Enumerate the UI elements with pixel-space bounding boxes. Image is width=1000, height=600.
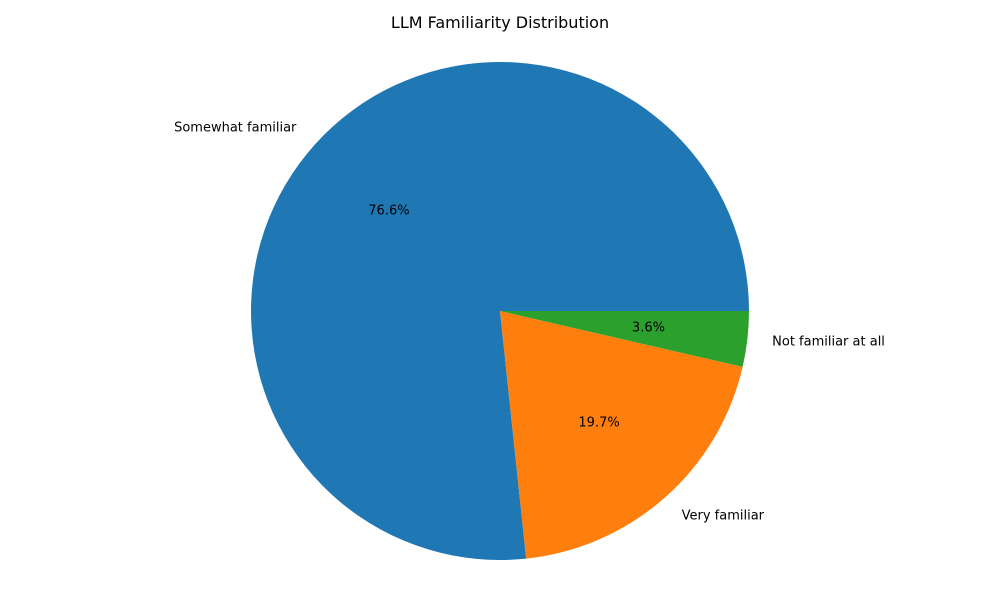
slice-label-very-familiar: Very familiar: [682, 509, 765, 524]
pie-slice-not-familiar-at-all: [500, 311, 749, 367]
chart-title: LLM Familiarity Distribution: [391, 13, 609, 32]
pie-labels: Somewhat familiar 76.6% Very familiar 19.7%…: [174, 120, 885, 523]
percent-label-very-familiar: 19.7%: [578, 415, 619, 430]
slice-label-not-familiar-at-all: Not familiar at all: [772, 334, 885, 349]
percent-label-somewhat-familiar: 76.6%: [368, 204, 409, 219]
pie-slice-very-familiar: [500, 311, 743, 559]
pie-slices: [251, 61, 749, 560]
percent-label-not-familiar-at-all: 3.6%: [632, 320, 665, 335]
slice-label-somewhat-familiar: Somewhat familiar: [174, 120, 297, 135]
pie-slice-somewhat-familiar: [251, 61, 749, 560]
